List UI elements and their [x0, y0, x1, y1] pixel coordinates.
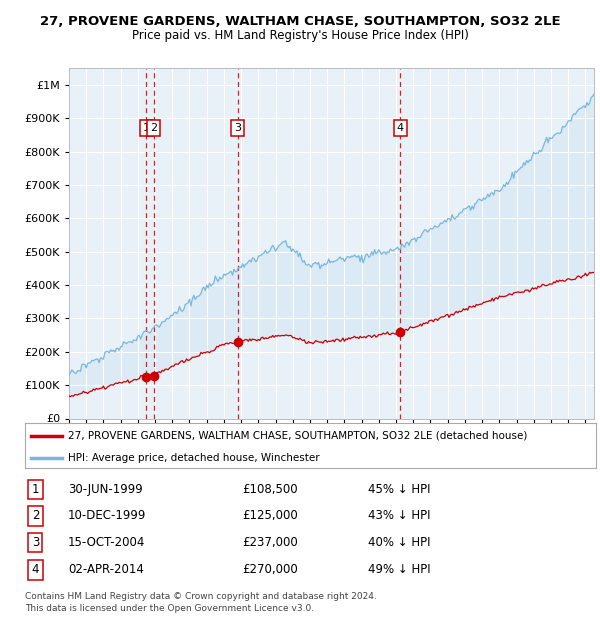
Text: 15-OCT-2004: 15-OCT-2004: [68, 536, 145, 549]
Text: 49% ↓ HPI: 49% ↓ HPI: [368, 564, 431, 577]
Text: 43% ↓ HPI: 43% ↓ HPI: [368, 510, 430, 523]
Text: Contains HM Land Registry data © Crown copyright and database right 2024.: Contains HM Land Registry data © Crown c…: [25, 592, 377, 601]
Text: 2: 2: [150, 123, 157, 133]
Text: 2: 2: [32, 510, 39, 523]
Text: 3: 3: [32, 536, 39, 549]
Text: £125,000: £125,000: [242, 510, 298, 523]
Text: 4: 4: [32, 564, 39, 577]
Text: 1: 1: [143, 123, 150, 133]
Text: 1: 1: [32, 483, 39, 496]
Text: 45% ↓ HPI: 45% ↓ HPI: [368, 483, 430, 496]
Text: £237,000: £237,000: [242, 536, 298, 549]
Text: 4: 4: [397, 123, 404, 133]
Text: 10-DEC-1999: 10-DEC-1999: [68, 510, 146, 523]
Text: 40% ↓ HPI: 40% ↓ HPI: [368, 536, 430, 549]
Text: 27, PROVENE GARDENS, WALTHAM CHASE, SOUTHAMPTON, SO32 2LE: 27, PROVENE GARDENS, WALTHAM CHASE, SOUT…: [40, 16, 560, 28]
Text: HPI: Average price, detached house, Winchester: HPI: Average price, detached house, Winc…: [68, 453, 320, 463]
Text: 30-JUN-1999: 30-JUN-1999: [68, 483, 143, 496]
Text: 3: 3: [234, 123, 241, 133]
Text: This data is licensed under the Open Government Licence v3.0.: This data is licensed under the Open Gov…: [25, 604, 314, 613]
Text: £270,000: £270,000: [242, 564, 298, 577]
Text: 02-APR-2014: 02-APR-2014: [68, 564, 144, 577]
Text: 27, PROVENE GARDENS, WALTHAM CHASE, SOUTHAMPTON, SO32 2LE (detached house): 27, PROVENE GARDENS, WALTHAM CHASE, SOUT…: [68, 431, 527, 441]
Text: £108,500: £108,500: [242, 483, 298, 496]
Text: Price paid vs. HM Land Registry's House Price Index (HPI): Price paid vs. HM Land Registry's House …: [131, 30, 469, 42]
